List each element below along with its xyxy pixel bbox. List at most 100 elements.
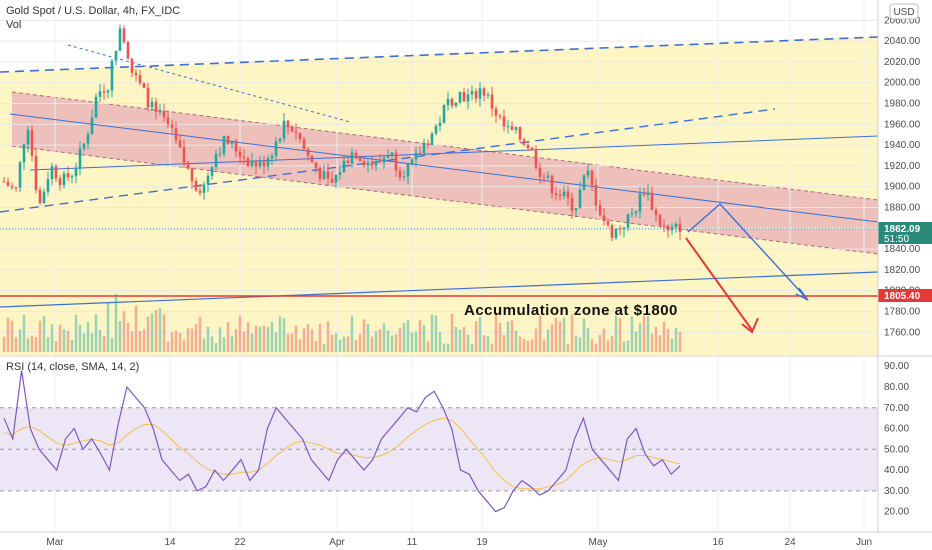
candle-body	[106, 90, 110, 93]
candle-body	[42, 191, 46, 204]
volume-bar	[258, 326, 262, 352]
candle-body	[230, 140, 234, 144]
candle-body	[326, 171, 330, 179]
volume-bar	[170, 332, 174, 352]
candle-body	[318, 168, 322, 179]
volume-bar	[506, 321, 510, 352]
volume-bar	[138, 330, 142, 352]
candle-body	[210, 167, 214, 176]
candle-body	[266, 158, 270, 167]
time-tick-label: Jun	[856, 537, 872, 548]
candle-body	[262, 161, 266, 167]
rsi-grid	[0, 407, 878, 492]
volume-bar	[238, 315, 242, 352]
volume-bar	[538, 315, 542, 352]
currency-badge[interactable]: USD	[893, 7, 914, 18]
candle-body	[398, 170, 402, 178]
price-tick-label: 2000.00	[884, 78, 921, 89]
volume-bar	[142, 329, 146, 352]
time-tick-label: Apr	[329, 537, 345, 548]
candle-body	[10, 185, 14, 188]
volume-bar	[418, 320, 422, 352]
projection-blue-path	[687, 203, 809, 301]
volume-bar	[390, 335, 394, 352]
currency-badge-box[interactable]	[889, 3, 919, 20]
volume-bar	[290, 333, 294, 352]
candle-body	[674, 223, 678, 227]
volume-bar	[262, 325, 266, 352]
volume-bar	[382, 323, 386, 352]
candle-body	[34, 155, 38, 190]
candle-body	[2, 181, 6, 183]
candle-body	[206, 175, 210, 185]
bar-countdown: 51:50	[884, 234, 909, 245]
candle-body	[178, 140, 182, 148]
volume-bar	[2, 336, 6, 352]
volume-bar	[206, 326, 210, 352]
projection-red-arrowhead	[741, 317, 759, 334]
candle-body	[146, 87, 150, 108]
candle-body	[550, 175, 554, 194]
price-tick-label: 1940.00	[884, 140, 921, 151]
volume-bar	[478, 317, 482, 352]
volume-bar	[646, 316, 650, 352]
volume-bars	[2, 293, 682, 352]
candle-body	[622, 227, 626, 230]
candle-body	[518, 127, 522, 140]
rsi-line	[3, 370, 681, 513]
volume-bar	[106, 303, 110, 352]
candle-body	[522, 139, 526, 145]
volume-bar	[642, 316, 646, 352]
candle-body	[446, 98, 450, 106]
volume-bar	[634, 331, 638, 352]
candle-body	[258, 161, 262, 167]
volume-label: Vol	[6, 19, 21, 31]
price-tick-label: 2020.00	[884, 57, 921, 68]
volume-bar	[662, 321, 666, 352]
candle-body	[62, 173, 66, 186]
rsi-header: RSI (14, close, SMA, 14, 2)	[6, 361, 139, 373]
candle-body	[334, 174, 338, 183]
volume-bar	[150, 313, 154, 352]
volume-bar	[586, 327, 590, 352]
candle-body	[298, 133, 302, 140]
volume-bar	[618, 317, 622, 352]
volume-bar	[614, 315, 618, 352]
candle-body	[414, 152, 418, 160]
candle-body	[50, 166, 54, 180]
volume-bar	[370, 336, 374, 352]
candle-body	[138, 75, 142, 84]
candle-body	[466, 94, 470, 102]
volume-bar	[82, 333, 86, 352]
candle-body	[114, 50, 118, 61]
candle-body	[634, 211, 638, 214]
candle-body	[190, 168, 194, 182]
volume-bar	[546, 329, 550, 352]
rsi-tick-label: 50.00	[884, 444, 909, 455]
volume-bar	[562, 317, 566, 352]
volume-bar	[414, 331, 418, 352]
price-tick-label: 2060.00	[884, 15, 921, 26]
candle-body	[614, 228, 618, 238]
volume-bar	[146, 316, 150, 352]
candle-body	[438, 122, 442, 127]
candle-body	[454, 102, 458, 106]
volume-bar	[58, 324, 62, 352]
volume-bar	[94, 314, 98, 352]
volume-bar	[422, 325, 426, 352]
volume-bar	[590, 339, 594, 352]
volume-bar	[366, 323, 370, 352]
candle-body	[30, 129, 34, 156]
volume-bar	[78, 324, 82, 352]
candle-body	[194, 181, 198, 191]
candle-body	[14, 187, 18, 189]
candle-body	[598, 205, 602, 216]
volume-bar	[162, 314, 166, 352]
candle-body	[294, 131, 298, 134]
price-tick-label: 1760.00	[884, 327, 921, 338]
candle-body	[478, 88, 482, 99]
volume-bar	[526, 340, 530, 352]
volume-bar	[270, 321, 274, 352]
volume-bar	[466, 334, 470, 352]
